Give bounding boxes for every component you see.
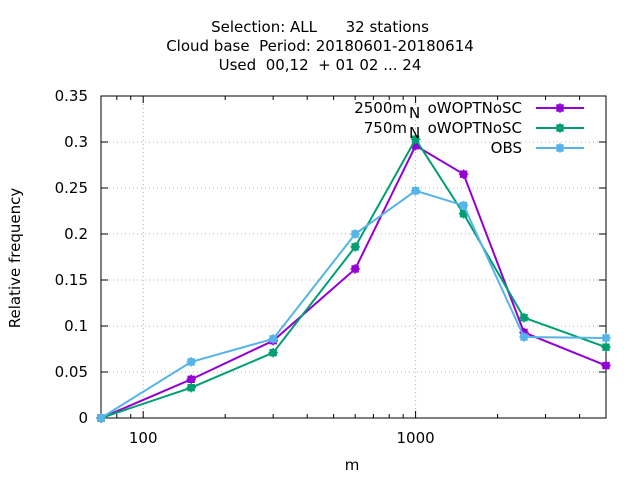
- legend-entry-2: OBS: [491, 139, 584, 157]
- y-tick-label: 0: [78, 409, 88, 427]
- data-point-cross: [519, 332, 529, 342]
- chart-title-line-1: Selection: ALL 32 stations: [211, 18, 429, 36]
- y-tick-label: 0.35: [55, 87, 88, 105]
- series-1: [96, 134, 611, 423]
- legend-label-prefix: 2500m: [354, 99, 407, 117]
- plot-border: [100, 95, 607, 419]
- series-lines: [96, 134, 611, 423]
- data-point-cross: [350, 242, 360, 252]
- legend-subscript: N: [409, 124, 420, 142]
- y-tick-label: 0.2: [64, 225, 88, 243]
- data-point-cross: [350, 229, 360, 239]
- legend-label-suffix: oWOPTNoSC: [428, 119, 522, 137]
- chart-title-line-3: Used 00,12 + 01 02 ... 24: [218, 56, 422, 74]
- legend-label-suffix: oWOPTNoSC: [428, 99, 522, 117]
- y-tick-label: 0.05: [55, 363, 88, 381]
- data-point-cross: [96, 413, 106, 423]
- data-point-cross: [601, 342, 611, 352]
- x-axis-label: m: [345, 456, 360, 474]
- data-point-cross: [186, 357, 196, 367]
- y-tick-label: 0.1: [64, 317, 88, 335]
- data-point-cross: [268, 347, 278, 358]
- series-line: [100, 189, 607, 419]
- data-point-cross: [519, 313, 529, 323]
- legend-marker-cross: [555, 123, 565, 133]
- x-tick-label: 100: [129, 429, 158, 447]
- x-tick-label: 1000: [397, 429, 435, 447]
- data-point-cross: [268, 334, 278, 344]
- data-point-cross: [410, 134, 421, 144]
- y-tick-label: 0.15: [55, 271, 88, 289]
- legend-marker-cross: [555, 143, 565, 153]
- series-2: [96, 186, 611, 423]
- data-point-cross: [458, 200, 469, 211]
- y-tick-label: 0.3: [64, 133, 88, 151]
- series-0: [96, 140, 611, 423]
- data-point-cross: [601, 333, 611, 343]
- y-axis-label: Relative frequency: [6, 188, 24, 329]
- legend-label-prefix: 750m: [364, 119, 407, 137]
- chart-title-line-2: Cloud base Period: 20180601-20180614: [166, 37, 474, 55]
- data-point-cross: [186, 382, 196, 393]
- legend-marker-cross: [555, 103, 565, 113]
- legend-label: OBS: [491, 139, 522, 157]
- data-point-cross: [458, 169, 469, 179]
- data-point-cross: [410, 186, 421, 196]
- data-point-cross: [350, 264, 360, 274]
- series-line: [100, 144, 607, 419]
- data-point-cross: [186, 374, 196, 385]
- data-point-cross: [601, 360, 611, 371]
- axes: 0 0.05 0.1 0.15 0.2 0.25 0.3 0.35 100 1000: [55, 87, 607, 447]
- legend-subscript: N: [409, 104, 420, 122]
- y-tick-label: 0.25: [55, 179, 88, 197]
- series-line: [100, 137, 607, 419]
